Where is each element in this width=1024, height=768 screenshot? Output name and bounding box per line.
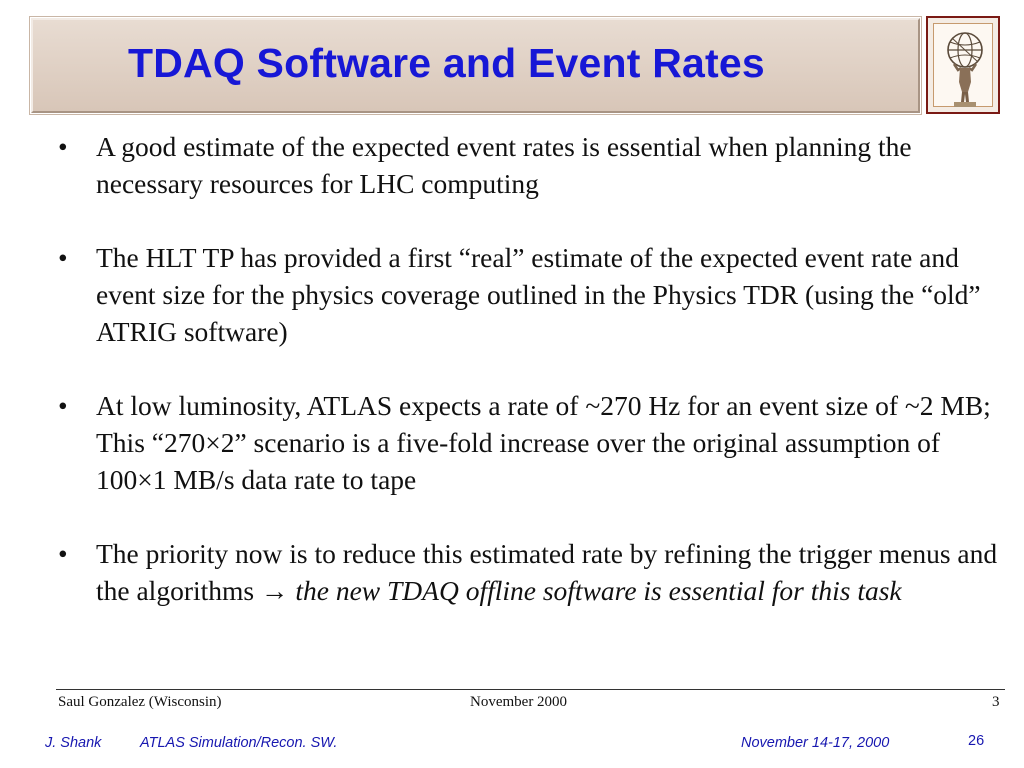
bullet-text: At low luminosity, ATLAS expects a rate … bbox=[96, 390, 991, 495]
title-bar: TDAQ Software and Event Rates bbox=[29, 16, 922, 115]
atlas-logo bbox=[926, 16, 1000, 114]
bullet-item: • The priority now is to reduce this est… bbox=[56, 535, 1006, 609]
bullet-dot-icon: • bbox=[58, 538, 68, 569]
bullet-text: The HLT TP has provided a first “real” e… bbox=[96, 242, 981, 347]
bullet-text: A good estimate of the expected event ra… bbox=[96, 131, 912, 199]
bullet-item: • A good estimate of the expected event … bbox=[56, 128, 1006, 202]
bullet-list: • A good estimate of the expected event … bbox=[56, 128, 1006, 646]
bullet-italic-text: the new TDAQ offline software is essenti… bbox=[295, 575, 902, 606]
footer-presenter: J. Shank bbox=[45, 735, 102, 751]
atlas-statue-logo-icon bbox=[947, 32, 983, 107]
inner-footer-page: 3 bbox=[992, 694, 1000, 710]
bullet-item: • The HLT TP has provided a first “real”… bbox=[56, 239, 1006, 350]
inner-footer-date: November 2000 bbox=[470, 694, 568, 710]
footer-talk-title: ATLAS Simulation/Recon. SW. bbox=[140, 735, 338, 751]
footer-divider bbox=[56, 689, 1005, 690]
footer-dates: November 14-17, 2000 bbox=[741, 735, 890, 751]
bullet-item: • At low luminosity, ATLAS expects a rat… bbox=[56, 387, 1006, 498]
bullet-dot-icon: • bbox=[58, 242, 68, 273]
bullet-dot-icon: • bbox=[58, 390, 68, 421]
bullet-text: The priority now is to reduce this estim… bbox=[96, 538, 998, 606]
bullet-dot-icon: • bbox=[58, 131, 68, 162]
inner-footer-author: Saul Gonzalez (Wisconsin) bbox=[58, 694, 222, 710]
footer-slide-number: 26 bbox=[968, 733, 985, 749]
slide-title: TDAQ Software and Event Rates bbox=[128, 40, 765, 86]
